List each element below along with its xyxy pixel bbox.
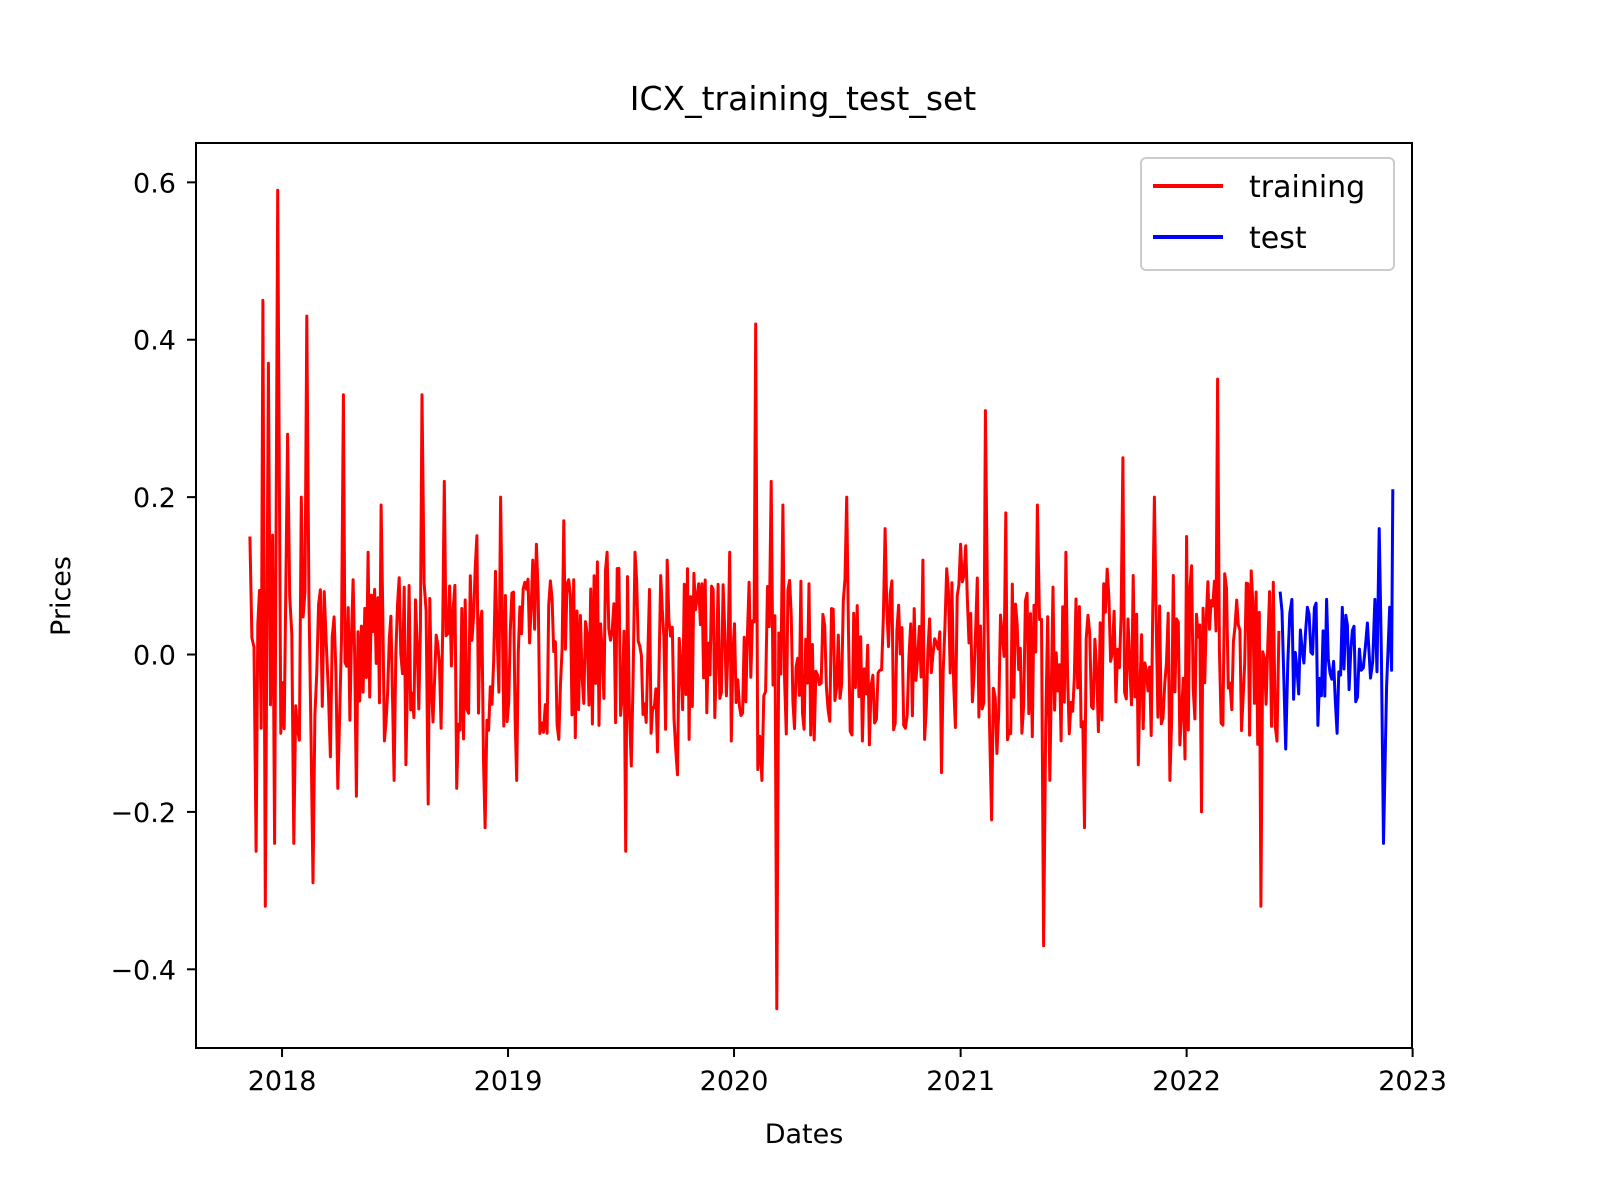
- y-tick-label: 0.0: [133, 641, 176, 672]
- legend-label-training: training: [1249, 170, 1365, 205]
- chart-title: ICX_training_test_set: [630, 79, 977, 118]
- legend-label-test: test: [1249, 221, 1307, 256]
- y-tick-label: 0.6: [133, 168, 176, 199]
- y-tick-label: 0.4: [133, 326, 176, 357]
- x-tick-label: 2023: [1378, 1066, 1447, 1097]
- y-tick-label: 0.2: [133, 483, 176, 514]
- x-tick-label: 2021: [926, 1066, 995, 1097]
- x-tick-label: 2019: [474, 1066, 543, 1097]
- x-tick-label: 2022: [1152, 1066, 1221, 1097]
- x-axis-title: Dates: [765, 1119, 844, 1150]
- y-axis-title: Prices: [46, 556, 77, 636]
- y-tick-label: −0.2: [110, 798, 176, 829]
- y-tick-label: −0.4: [110, 955, 176, 986]
- x-axis: 2018 2019 2020 2021 2022 2023: [248, 1048, 1447, 1097]
- series-line-training: [248, 188, 1281, 1011]
- x-tick-label: 2018: [248, 1066, 317, 1097]
- y-axis: −0.4 −0.2 0.0 0.2 0.4 0.6: [110, 168, 196, 986]
- plot-frame: [195, 142, 1413, 1049]
- legend: training test: [1140, 157, 1395, 271]
- x-tick-label: 2020: [700, 1066, 769, 1097]
- series-line-test: [1278, 489, 1395, 845]
- plot-lines: [248, 188, 1395, 1011]
